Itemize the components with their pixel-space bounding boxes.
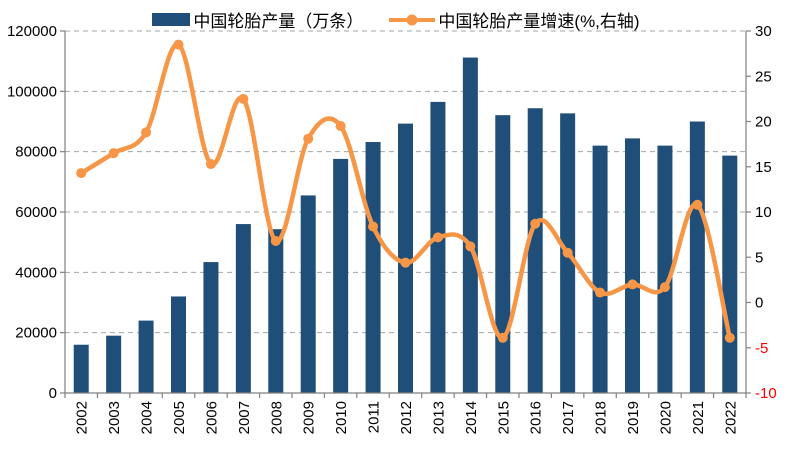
x-axis-label-2006: 2006 <box>203 401 220 434</box>
bar-2019 <box>625 138 640 393</box>
y-axis-label-right-10: 10 <box>755 204 772 221</box>
bar-series-swatch <box>152 13 191 26</box>
growth-point-2011 <box>368 221 379 232</box>
x-axis-label-2009: 2009 <box>301 401 318 434</box>
y-axis-label-right-15: 15 <box>755 159 772 176</box>
growth-point-2007 <box>238 93 249 104</box>
x-axis-label-2020: 2020 <box>657 401 674 434</box>
growth-point-2019 <box>627 279 638 290</box>
bar-2013 <box>430 101 446 394</box>
growth-point-2018 <box>595 287 606 298</box>
growth-point-2012 <box>400 257 411 268</box>
growth-point-2010 <box>335 121 346 132</box>
y-axis-label-left-0: 0 <box>49 385 57 402</box>
growth-point-2008 <box>270 235 281 246</box>
bar-series-label: 中国轮胎产量（万条） <box>193 12 364 31</box>
growth-point-2009 <box>303 133 314 144</box>
x-axis-label-2018: 2018 <box>593 401 610 434</box>
growth-point-2003 <box>108 148 119 159</box>
x-axis-label-2011: 2011 <box>366 401 383 433</box>
bar-2020 <box>657 145 673 393</box>
bar-2009 <box>300 195 316 393</box>
growth-point-2006 <box>205 159 216 170</box>
bar-2005 <box>171 296 186 393</box>
growth-point-2020 <box>659 282 670 293</box>
legend-item-growth: 中国轮胎产量增速(%,右轴) <box>389 7 640 32</box>
growth-point-2015 <box>497 332 508 343</box>
growth-point-2016 <box>530 218 541 229</box>
growth-point-2014 <box>465 241 476 252</box>
line-marker-icon <box>406 14 418 25</box>
x-axis-label-2005: 2005 <box>171 401 188 434</box>
bar-2022 <box>722 155 738 393</box>
bar-2002 <box>73 344 89 393</box>
y-axis-label-left-120000: 120000 <box>7 23 57 40</box>
y-axis-label-left-60000: 60000 <box>15 204 57 221</box>
bar-2003 <box>106 335 122 393</box>
y-axis-label-left-20000: 20000 <box>15 325 57 342</box>
bar-2021 <box>689 121 705 393</box>
x-axis-label-2003: 2003 <box>106 401 123 434</box>
bar-2014 <box>462 57 478 394</box>
x-axis-label-2015: 2015 <box>495 401 512 434</box>
x-axis-label-2021: 2021 <box>690 401 707 434</box>
x-axis-label-2010: 2010 <box>333 401 350 434</box>
x-axis-label-2012: 2012 <box>398 401 415 434</box>
y-axis-label-right--5: -5 <box>755 340 768 357</box>
y-axis-label-left-80000: 80000 <box>15 144 57 161</box>
x-axis-label-2014: 2014 <box>463 401 480 434</box>
bar-2006 <box>203 262 219 393</box>
growth-point-2013 <box>432 232 443 243</box>
x-axis-label-2016: 2016 <box>528 401 545 434</box>
bar-2010 <box>333 158 349 393</box>
bar-2007 <box>235 224 251 393</box>
y-axis-label-right-25: 25 <box>755 68 772 85</box>
growth-point-2002 <box>76 168 87 179</box>
chart-legend: 中国轮胎产量（万条） 中国轮胎产量增速(%,右轴) <box>0 7 792 32</box>
y-axis-label-right-0: 0 <box>755 295 763 312</box>
x-axis-label-2004: 2004 <box>139 401 156 434</box>
line-series-swatch <box>389 14 436 25</box>
bar-2015 <box>495 115 511 393</box>
legend-item-production: 中国轮胎产量（万条） <box>152 7 363 32</box>
x-axis-label-2022: 2022 <box>722 401 739 434</box>
bar-2004 <box>138 320 154 393</box>
x-axis-label-2007: 2007 <box>236 401 253 434</box>
x-axis-label-2013: 2013 <box>430 401 447 434</box>
growth-point-2005 <box>173 39 184 50</box>
growth-point-2017 <box>562 247 573 258</box>
y-axis-label-right--10: -10 <box>755 385 777 402</box>
growth-point-2022 <box>724 332 735 343</box>
y-axis-label-right-5: 5 <box>755 249 763 266</box>
bar-2018 <box>592 145 608 393</box>
y-axis-label-left-100000: 100000 <box>7 83 57 100</box>
x-axis-label-2019: 2019 <box>625 401 642 434</box>
y-axis-label-left-40000: 40000 <box>15 264 57 281</box>
bar-2016 <box>527 108 543 393</box>
line-series-label: 中国轮胎产量增速(%,右轴) <box>438 12 640 31</box>
x-axis-label-2002: 2002 <box>74 401 91 434</box>
growth-point-2021 <box>692 199 703 210</box>
x-axis-label-2017: 2017 <box>560 401 577 434</box>
bar-2011 <box>365 142 381 393</box>
y-axis-label-right-30: 30 <box>755 23 772 40</box>
x-axis-label-2008: 2008 <box>268 401 285 434</box>
bar-2008 <box>268 229 284 393</box>
growth-point-2004 <box>141 127 152 138</box>
y-axis-label-right-20: 20 <box>755 114 772 131</box>
growth-line <box>78 42 733 341</box>
